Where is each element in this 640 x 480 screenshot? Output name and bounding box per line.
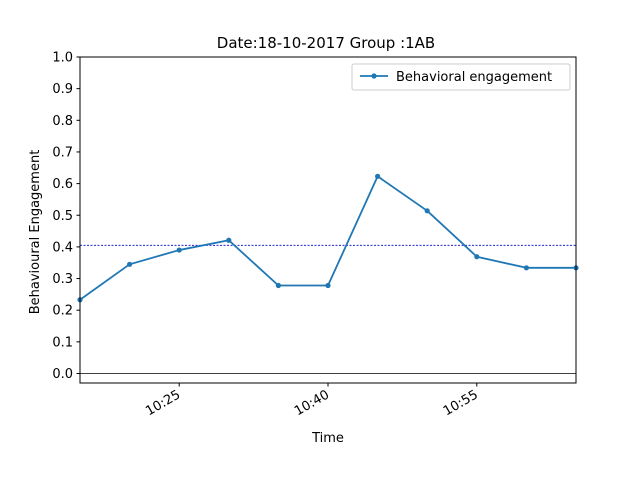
x-axis-label: Time [311, 431, 344, 446]
legend-marker [371, 73, 377, 79]
x-tick-label: 10:55 [441, 387, 481, 419]
data-point [424, 208, 430, 214]
y-axis-label: Behavioural Engagement [28, 150, 43, 315]
y-tick-label: 0.7 [52, 145, 73, 160]
chart-title: Date:18-10-2017 Group :1AB [217, 34, 435, 52]
plot-area: 0.0 0.1 0.2 0.3 0.4 0.5 0.6 0.7 0.8 0.9 1.0 10:25 10… [52, 51, 579, 419]
plot-frame [79, 56, 577, 384]
data-point [325, 282, 331, 289]
data-point [127, 261, 133, 267]
y-tick-label: 0.0 [52, 367, 73, 382]
x-tick-label: 10:40 [292, 387, 332, 419]
y-tick-label: 0.2 [52, 304, 73, 319]
legend-label: Behavioral engagement [396, 70, 552, 85]
y-tick-label: 0.9 [52, 82, 73, 97]
data-point [523, 265, 530, 271]
y-tick-label: 0.8 [52, 114, 73, 129]
series-line [79, 175, 576, 301]
y-tick-label: 0.5 [52, 209, 73, 224]
y-tick-label: 0.6 [52, 177, 73, 192]
data-point [226, 237, 232, 243]
y-tick-label: 0.3 [52, 272, 73, 287]
data-point [176, 247, 182, 253]
y-tick-label: 0.4 [52, 240, 73, 255]
x-tick-label: 10:25 [143, 387, 183, 419]
y-tick-label: 1.0 [52, 51, 73, 66]
data-point [275, 282, 281, 289]
data-point [375, 173, 381, 179]
y-tick-label: 0.1 [52, 335, 73, 350]
legend-box [351, 63, 571, 91]
data-point [474, 254, 480, 260]
